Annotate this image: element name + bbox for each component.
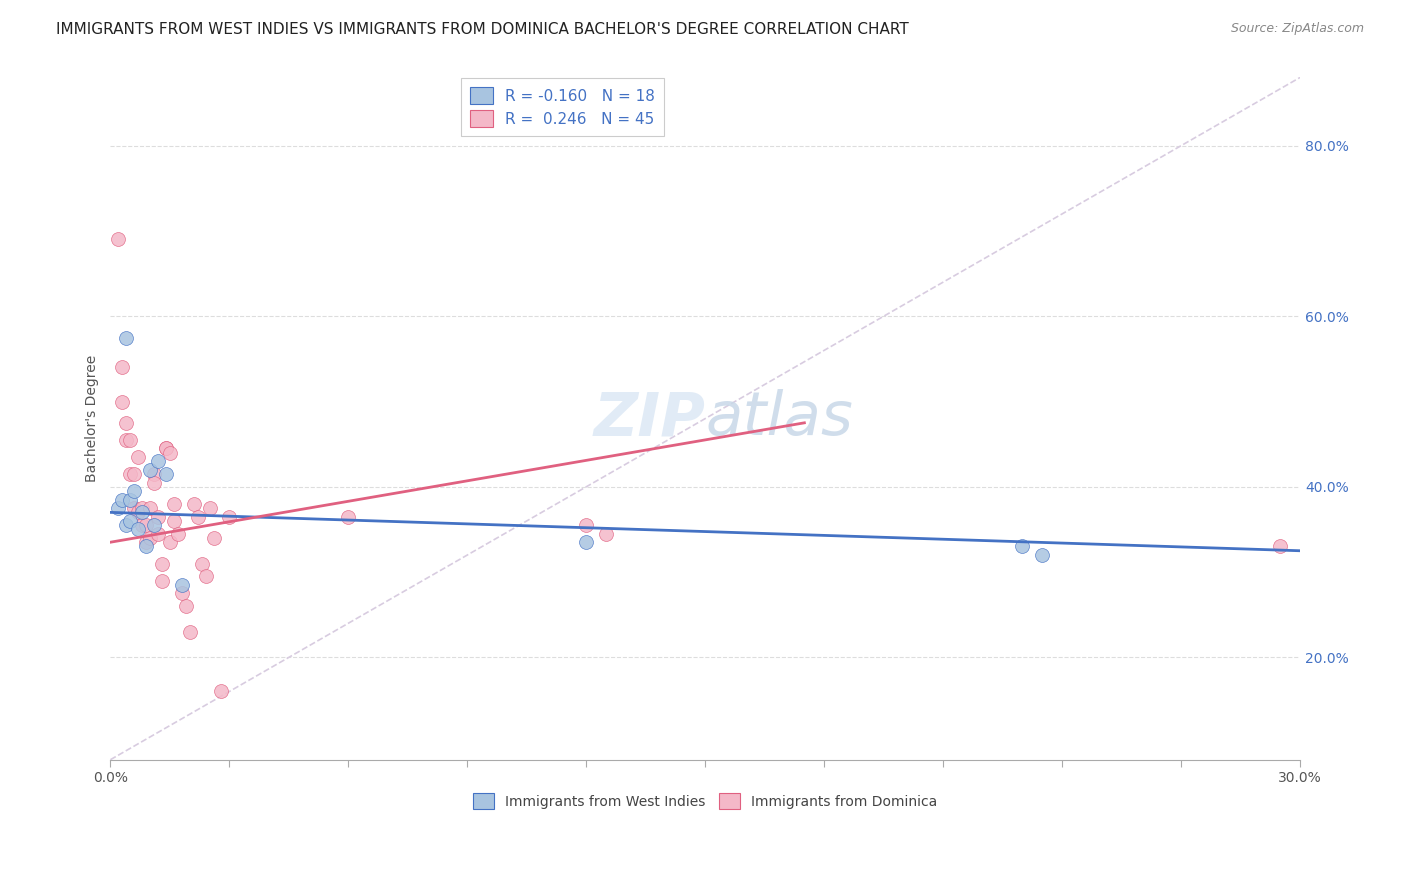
Text: IMMIGRANTS FROM WEST INDIES VS IMMIGRANTS FROM DOMINICA BACHELOR'S DEGREE CORREL: IMMIGRANTS FROM WEST INDIES VS IMMIGRANT… (56, 22, 910, 37)
Text: Source: ZipAtlas.com: Source: ZipAtlas.com (1230, 22, 1364, 36)
Point (166, 526, 188, 541)
Point (127, 523, 149, 537)
Point (127, 505, 149, 519)
Point (131, 518, 153, 533)
Point (143, 467, 166, 481)
Point (120, 514, 142, 528)
Point (111, 492, 134, 507)
Point (187, 509, 209, 524)
Point (122, 501, 145, 516)
Point (159, 535, 181, 549)
Point (115, 433, 138, 447)
Point (155, 442, 177, 456)
Point (194, 569, 217, 583)
Point (120, 433, 142, 447)
Point (122, 467, 145, 481)
Point (111, 360, 134, 375)
Point (115, 330, 138, 344)
Point (575, 535, 598, 549)
Point (135, 518, 157, 533)
Point (139, 501, 162, 516)
Y-axis label: Bachelor's Degree: Bachelor's Degree (86, 355, 100, 483)
Point (131, 501, 153, 516)
Text: ZIP: ZIP (593, 389, 706, 448)
Point (179, 624, 201, 639)
Point (135, 540, 157, 554)
Point (198, 501, 221, 516)
Point (115, 518, 138, 533)
Point (111, 394, 134, 409)
Point (174, 599, 197, 614)
Text: atlas: atlas (706, 389, 853, 448)
Point (170, 586, 193, 600)
Point (139, 463, 162, 477)
Point (127, 450, 149, 464)
Legend: Immigrants from West Indies, Immigrants from Dominica: Immigrants from West Indies, Immigrants … (467, 788, 943, 814)
Point (115, 416, 138, 430)
Point (575, 518, 598, 533)
Point (146, 526, 169, 541)
Point (595, 526, 617, 541)
Point (1270, 540, 1292, 554)
Point (150, 574, 173, 588)
Point (120, 467, 142, 481)
Point (1011, 540, 1033, 554)
Point (135, 535, 157, 549)
Point (143, 518, 166, 533)
Point (155, 467, 177, 481)
Point (150, 557, 173, 571)
Point (122, 484, 145, 499)
Point (143, 475, 166, 490)
Point (190, 557, 212, 571)
Point (1031, 548, 1053, 562)
Point (146, 454, 169, 468)
Point (131, 505, 153, 519)
Point (218, 509, 240, 524)
Point (202, 531, 225, 545)
Point (163, 514, 186, 528)
Point (146, 509, 169, 524)
Point (337, 509, 360, 524)
Point (139, 531, 162, 545)
Point (159, 445, 181, 459)
Point (183, 497, 205, 511)
Point (211, 684, 233, 698)
Point (170, 578, 193, 592)
Point (107, 232, 129, 246)
Point (120, 492, 142, 507)
Point (107, 501, 129, 516)
Point (155, 442, 177, 456)
Point (163, 497, 186, 511)
